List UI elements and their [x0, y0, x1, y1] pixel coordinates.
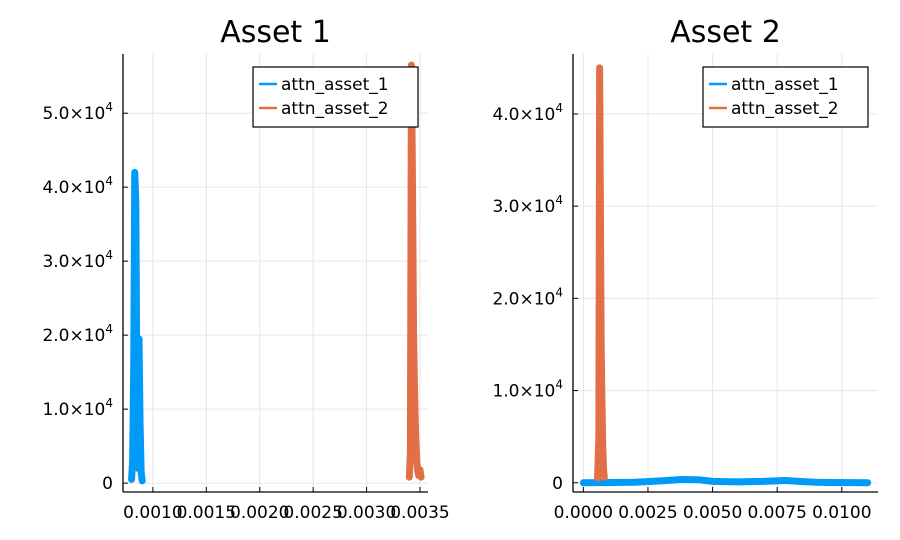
y-tick-label: 0 [552, 474, 563, 494]
legend-label: attn_asset_2 [281, 99, 389, 119]
x-tick-label: 0.0015 [177, 503, 236, 523]
y-tick-label: 3.0×104 [42, 248, 113, 272]
x-tick-label: 0.0010 [123, 503, 182, 523]
x-tick-label: 0.0100 [812, 503, 871, 523]
series-line-attn_asset_2 [405, 61, 425, 481]
x-tick-label: 0.0075 [747, 503, 806, 523]
x-tick-label: 0.0035 [390, 503, 449, 523]
y-tick-label: 5.0×104 [42, 100, 113, 124]
x-tick-label: 0.0020 [230, 503, 289, 523]
y-tick-label: 2.0×104 [42, 322, 113, 346]
y-tick-label: 4.0×104 [42, 174, 113, 198]
chart-panel-1: Asset 1 0.00100.00150.00200.00250.00300.0… [42, 15, 449, 523]
chart-title: Asset 2 [670, 15, 781, 50]
y-tick-label: 2.0×104 [492, 285, 563, 309]
series-line-attn_asset_1 [128, 168, 146, 485]
y-tick-label: 1.0×104 [492, 378, 563, 402]
x-tick-label: 0.0000 [554, 503, 613, 523]
y-tick-label: 0 [102, 474, 113, 494]
x-tick-label: 0.0025 [283, 503, 342, 523]
series-line-attn_asset_1 [579, 476, 872, 487]
y-tick-label: 3.0×104 [492, 193, 563, 217]
x-tick-label: 0.0050 [683, 503, 742, 523]
series-line-attn_asset_2 [594, 64, 608, 482]
legend-box [702, 66, 869, 128]
legend-label: attn_asset_1 [731, 75, 839, 95]
y-tick-label: 4.0×104 [492, 101, 563, 125]
x-tick-label: 0.0030 [337, 503, 396, 523]
chart-title: Asset 1 [220, 15, 331, 50]
y-tick-label: 1.0×104 [42, 396, 113, 420]
legend-label: attn_asset_1 [281, 75, 389, 95]
chart-panel-2: Asset 2 0.0000 0.0025 0.0050 0.0075 0.0100 0 1.… [492, 15, 878, 523]
legend: attn_asset_1 attn_asset_2 [702, 66, 869, 128]
x-tick-label: 0.0025 [618, 503, 677, 523]
legend-box [252, 66, 419, 128]
legend: attn_asset_1 attn_asset_2 [252, 66, 419, 128]
legend-label: attn_asset_2 [731, 99, 839, 119]
